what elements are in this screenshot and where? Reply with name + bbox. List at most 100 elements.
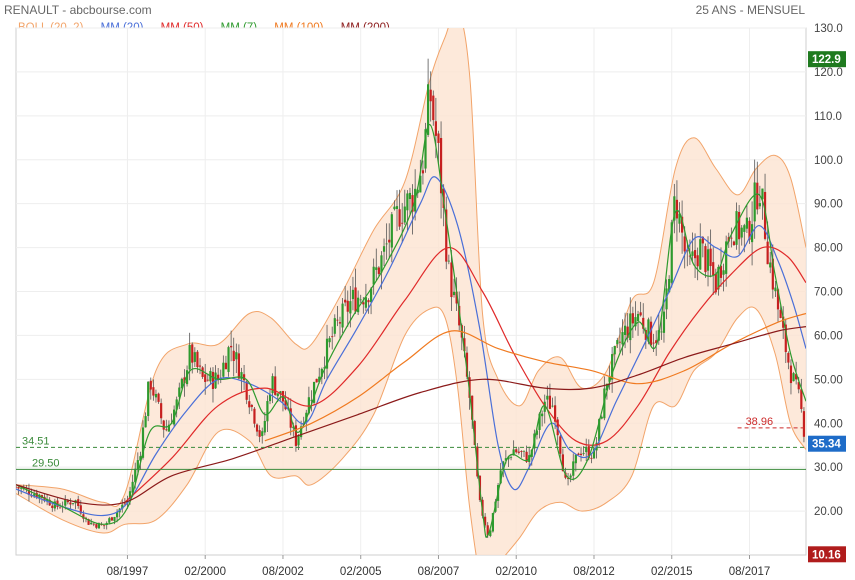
candle-body [623, 325, 627, 335]
candle-body [509, 457, 513, 459]
level-label: 38.96 [746, 416, 774, 428]
candle-body [385, 243, 388, 245]
candle-body [673, 196, 676, 221]
candle-body [561, 454, 564, 472]
candle-body [20, 487, 23, 489]
candle-body [631, 313, 634, 324]
candle-body [323, 367, 326, 369]
candle-body [390, 214, 393, 248]
candle-body [271, 376, 274, 394]
candle-body [473, 421, 476, 445]
candle-body [261, 431, 264, 437]
candle-body [227, 347, 230, 372]
candle-body [789, 365, 793, 384]
candle-body [688, 255, 691, 257]
candle-body [336, 319, 339, 321]
candle-body [351, 289, 355, 300]
candle-body [616, 340, 619, 345]
candle-body [507, 456, 510, 460]
candle-body [364, 297, 368, 308]
candle-body [548, 395, 552, 409]
candle-body [82, 514, 85, 519]
candle-body [338, 322, 342, 324]
level-label: 34.51 [22, 435, 50, 447]
candle-body [90, 522, 93, 525]
x-tick-label: 08/2002 [262, 566, 304, 578]
candle-body [452, 291, 456, 296]
candle-body [582, 453, 585, 454]
candle-body [232, 350, 235, 362]
candle-body [139, 456, 142, 461]
candle-body [144, 416, 147, 428]
candle-body [103, 525, 106, 527]
candle-body [53, 501, 56, 509]
chart-title: RENAULT - abcbourse.com [4, 3, 152, 17]
candle-body [248, 401, 251, 408]
candle-body [388, 239, 391, 243]
candle-body [344, 299, 347, 303]
candle-body [699, 239, 702, 270]
y-axis: 20.00 30.00 40.00 50.00 60.00 70.00 80.00 90.00… [814, 23, 843, 518]
candle-body [634, 317, 637, 327]
price-tag [808, 546, 846, 563]
candle-body [662, 311, 666, 333]
candle-body [380, 255, 383, 273]
candle-body [367, 300, 370, 303]
candle-body [566, 478, 570, 479]
candle-body [613, 345, 616, 355]
candle-body [382, 246, 386, 252]
candle-body [320, 368, 323, 377]
candle-body [678, 213, 681, 224]
candle-body [652, 342, 655, 344]
candle-body [237, 353, 241, 379]
candle-body [592, 448, 596, 459]
candle-body [738, 211, 741, 240]
candle-body [341, 303, 344, 328]
candle-body [429, 89, 432, 102]
candle-body [279, 391, 282, 395]
candle-body [626, 326, 629, 338]
candle-body [520, 451, 523, 452]
y-tick-label: 40.00 [814, 418, 843, 430]
moving-averages [16, 123, 806, 538]
candle-body [206, 379, 209, 381]
candle-body [693, 250, 697, 259]
candle-body [517, 451, 520, 453]
candle-body [432, 95, 435, 121]
candle-body [284, 400, 287, 410]
x-tick-label: 08/2017 [729, 566, 771, 578]
candle-body [784, 324, 787, 353]
candle-body [719, 265, 723, 278]
candle-body [740, 227, 743, 238]
candle-body [66, 500, 69, 503]
candle-body [240, 372, 243, 380]
candle-body [579, 453, 583, 455]
candle-body [58, 507, 62, 509]
candle-body [761, 188, 764, 200]
candle-body [704, 246, 707, 273]
candle-body [401, 222, 404, 224]
candle-body [732, 241, 736, 246]
candle-body [165, 429, 168, 431]
candle-body [587, 446, 590, 459]
candle-body [51, 505, 54, 508]
candle-body [525, 451, 528, 462]
x-axis: 08/1997 02/2000 08/2002 02/2005 08/2007 02/20… [107, 555, 771, 578]
candle-body [730, 237, 733, 239]
candle-body [408, 192, 412, 200]
y-tick-label: 30.00 [814, 462, 843, 474]
candle-body [180, 378, 183, 389]
candle-body [79, 505, 82, 514]
candle-body [763, 191, 767, 239]
candle-body [559, 436, 562, 454]
candle-body [800, 389, 803, 410]
candle-body [717, 266, 720, 290]
candle-body [33, 494, 36, 497]
price-tag-label: 35.34 [812, 439, 841, 451]
candle-body [484, 516, 487, 526]
candle-body [64, 499, 67, 506]
candle-body [665, 288, 668, 310]
candle-body [639, 312, 642, 316]
candle-body [258, 430, 261, 437]
